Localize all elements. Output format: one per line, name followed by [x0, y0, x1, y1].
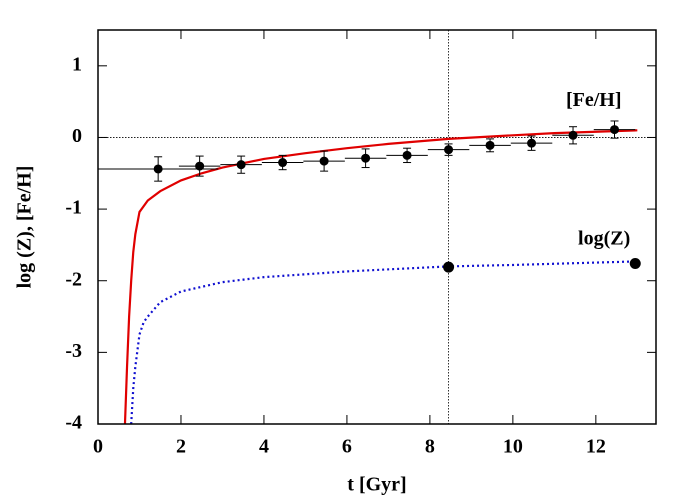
x-tick-label: 4 — [259, 436, 269, 458]
y-tick-label: 0 — [72, 125, 82, 147]
line — [130, 260, 638, 425]
x-tick-label: 12 — [586, 436, 606, 458]
point — [361, 153, 371, 163]
x-tick-label: 0 — [93, 436, 103, 458]
y-tick-label: -1 — [65, 197, 82, 219]
point — [444, 145, 454, 155]
x-tick-label: 2 — [176, 436, 186, 458]
annotation: log(Z) — [578, 227, 630, 249]
x-tick-label: 10 — [503, 436, 523, 458]
point — [629, 258, 641, 270]
y-tick-label: -3 — [65, 340, 82, 362]
point — [485, 140, 495, 150]
y-tick-label: -4 — [65, 412, 82, 434]
point — [568, 130, 578, 140]
point — [610, 125, 620, 135]
y-axis-label: log (Z), [Fe/H] — [14, 166, 36, 289]
plot-frame — [97, 29, 657, 425]
x-axis-label: t [Gyr] — [347, 474, 406, 496]
point — [402, 150, 412, 160]
point — [195, 161, 205, 171]
y-tick-label: 1 — [72, 53, 82, 75]
point — [236, 160, 246, 170]
x-tick-label: 6 — [342, 436, 352, 458]
annotation: [Fe/H] — [566, 89, 622, 111]
y-tick-label: -2 — [65, 268, 82, 290]
point — [443, 261, 455, 273]
point — [153, 164, 163, 174]
point — [278, 158, 288, 168]
point — [527, 138, 537, 148]
line — [123, 129, 638, 425]
point — [319, 156, 329, 166]
x-tick-label: 8 — [425, 436, 435, 458]
